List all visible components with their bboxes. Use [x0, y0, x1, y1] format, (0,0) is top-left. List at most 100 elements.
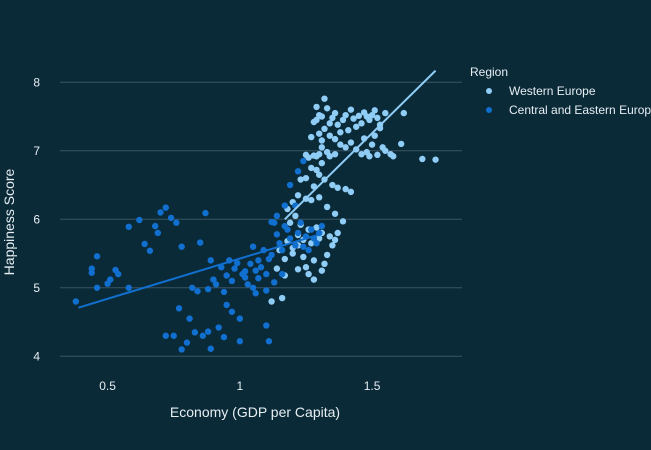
data-point-central-eastern-europe[interactable] — [247, 260, 254, 268]
data-point-western-europe[interactable] — [289, 250, 296, 257]
data-point-central-eastern-europe[interactable] — [107, 276, 114, 283]
data-point-central-eastern-europe[interactable] — [278, 246, 286, 254]
data-point-central-eastern-europe[interactable] — [292, 242, 299, 249]
data-point-western-europe[interactable] — [342, 185, 349, 193]
data-point-central-eastern-europe[interactable] — [297, 219, 304, 226]
data-point-western-europe[interactable] — [310, 276, 318, 283]
data-point-western-europe[interactable] — [313, 224, 320, 231]
data-point-central-eastern-europe[interactable] — [146, 247, 154, 254]
data-point-western-europe[interactable] — [337, 141, 344, 148]
data-point-western-europe[interactable] — [323, 251, 331, 259]
data-point-western-europe[interactable] — [321, 260, 328, 268]
data-point-central-eastern-europe[interactable] — [276, 240, 283, 247]
data-point-western-europe[interactable] — [321, 125, 328, 133]
data-point-central-eastern-europe[interactable] — [257, 264, 265, 271]
data-point-central-eastern-europe[interactable] — [167, 214, 175, 222]
data-point-western-europe[interactable] — [334, 229, 341, 237]
data-point-western-europe[interactable] — [310, 118, 318, 126]
data-point-western-europe[interactable] — [318, 144, 326, 151]
data-point-western-europe[interactable] — [308, 164, 315, 172]
data-point-western-europe[interactable] — [368, 141, 376, 148]
data-point-central-eastern-europe[interactable] — [281, 202, 289, 209]
data-point-central-eastern-europe[interactable] — [191, 329, 199, 336]
data-point-central-eastern-europe[interactable] — [88, 265, 95, 272]
data-point-central-eastern-europe[interactable] — [220, 288, 228, 296]
data-point-central-eastern-europe[interactable] — [204, 285, 212, 293]
data-point-central-eastern-europe[interactable] — [255, 257, 262, 264]
data-point-central-eastern-europe[interactable] — [278, 270, 286, 278]
data-point-western-europe[interactable] — [302, 264, 310, 271]
data-point-western-europe[interactable] — [308, 133, 315, 141]
data-point-central-eastern-europe[interactable] — [265, 338, 273, 345]
data-point-central-eastern-europe[interactable] — [194, 288, 201, 295]
data-point-western-europe[interactable] — [273, 265, 281, 272]
data-point-central-eastern-europe[interactable] — [114, 270, 122, 278]
data-point-western-europe[interactable] — [371, 107, 378, 114]
data-point-central-eastern-europe[interactable] — [162, 204, 169, 211]
data-point-central-eastern-europe[interactable] — [189, 284, 196, 291]
data-point-central-eastern-europe[interactable] — [313, 240, 320, 247]
data-point-central-eastern-europe[interactable] — [273, 212, 281, 220]
data-point-western-europe[interactable] — [302, 174, 310, 182]
data-point-western-europe[interactable] — [358, 120, 365, 127]
data-point-central-eastern-europe[interactable] — [152, 222, 159, 230]
data-point-central-eastern-europe[interactable] — [268, 218, 275, 226]
data-point-central-eastern-europe[interactable] — [252, 267, 259, 274]
data-point-central-eastern-europe[interactable] — [241, 274, 249, 281]
data-point-western-europe[interactable] — [315, 171, 323, 178]
data-point-central-eastern-europe[interactable] — [196, 239, 204, 246]
data-point-western-europe[interactable] — [310, 257, 318, 264]
data-point-central-eastern-europe[interactable] — [141, 240, 148, 248]
data-point-western-europe[interactable] — [331, 236, 339, 244]
data-point-western-europe[interactable] — [294, 192, 302, 199]
data-point-western-europe[interactable] — [323, 105, 331, 112]
data-point-central-eastern-europe[interactable] — [273, 231, 281, 238]
data-point-central-eastern-europe[interactable] — [157, 209, 164, 216]
data-point-western-europe[interactable] — [432, 156, 439, 163]
data-point-central-eastern-europe[interactable] — [72, 298, 80, 305]
data-point-western-europe[interactable] — [347, 106, 355, 113]
data-point-western-europe[interactable] — [326, 120, 333, 127]
data-point-central-eastern-europe[interactable] — [178, 346, 185, 353]
data-point-western-europe[interactable] — [347, 139, 355, 146]
data-point-central-eastern-europe[interactable] — [286, 235, 294, 242]
data-point-western-europe[interactable] — [294, 266, 302, 273]
data-point-western-europe[interactable] — [292, 212, 299, 220]
data-point-western-europe[interactable] — [339, 116, 347, 124]
data-point-central-eastern-europe[interactable] — [204, 328, 212, 335]
data-point-central-eastern-europe[interactable] — [294, 168, 302, 175]
data-point-western-europe[interactable] — [331, 109, 339, 117]
data-point-western-europe[interactable] — [326, 132, 333, 139]
data-point-western-europe[interactable] — [315, 111, 323, 119]
data-point-western-europe[interactable] — [315, 130, 323, 137]
data-point-central-eastern-europe[interactable] — [136, 216, 143, 224]
data-point-central-eastern-europe[interactable] — [93, 253, 101, 260]
data-point-western-europe[interactable] — [371, 132, 378, 139]
legend-item-western-europe[interactable]: Western Europe — [486, 84, 596, 98]
data-point-western-europe[interactable] — [308, 196, 315, 204]
data-point-western-europe[interactable] — [339, 218, 347, 225]
data-point-central-eastern-europe[interactable] — [202, 209, 209, 217]
data-point-western-europe[interactable] — [334, 121, 341, 128]
data-point-western-europe[interactable] — [374, 151, 381, 159]
data-point-western-europe[interactable] — [342, 111, 349, 119]
data-point-central-eastern-europe[interactable] — [236, 315, 244, 322]
data-point-central-eastern-europe[interactable] — [215, 324, 222, 331]
data-point-western-europe[interactable] — [313, 166, 320, 174]
data-point-central-eastern-europe[interactable] — [125, 284, 132, 291]
data-point-central-eastern-europe[interactable] — [125, 223, 132, 231]
data-point-western-europe[interactable] — [419, 155, 426, 163]
data-point-central-eastern-europe[interactable] — [249, 243, 257, 250]
data-point-central-eastern-europe[interactable] — [186, 315, 193, 322]
data-point-western-europe[interactable] — [331, 210, 339, 217]
data-point-central-eastern-europe[interactable] — [228, 277, 236, 285]
data-point-western-europe[interactable] — [278, 294, 286, 302]
data-point-central-eastern-europe[interactable] — [308, 226, 315, 233]
data-point-western-europe[interactable] — [360, 109, 368, 116]
data-point-western-europe[interactable] — [313, 103, 320, 111]
data-point-central-eastern-europe[interactable] — [255, 274, 262, 282]
data-point-central-eastern-europe[interactable] — [318, 222, 326, 230]
data-point-western-europe[interactable] — [400, 109, 408, 117]
data-point-central-eastern-europe[interactable] — [162, 332, 169, 339]
data-point-central-eastern-europe[interactable] — [223, 301, 230, 309]
